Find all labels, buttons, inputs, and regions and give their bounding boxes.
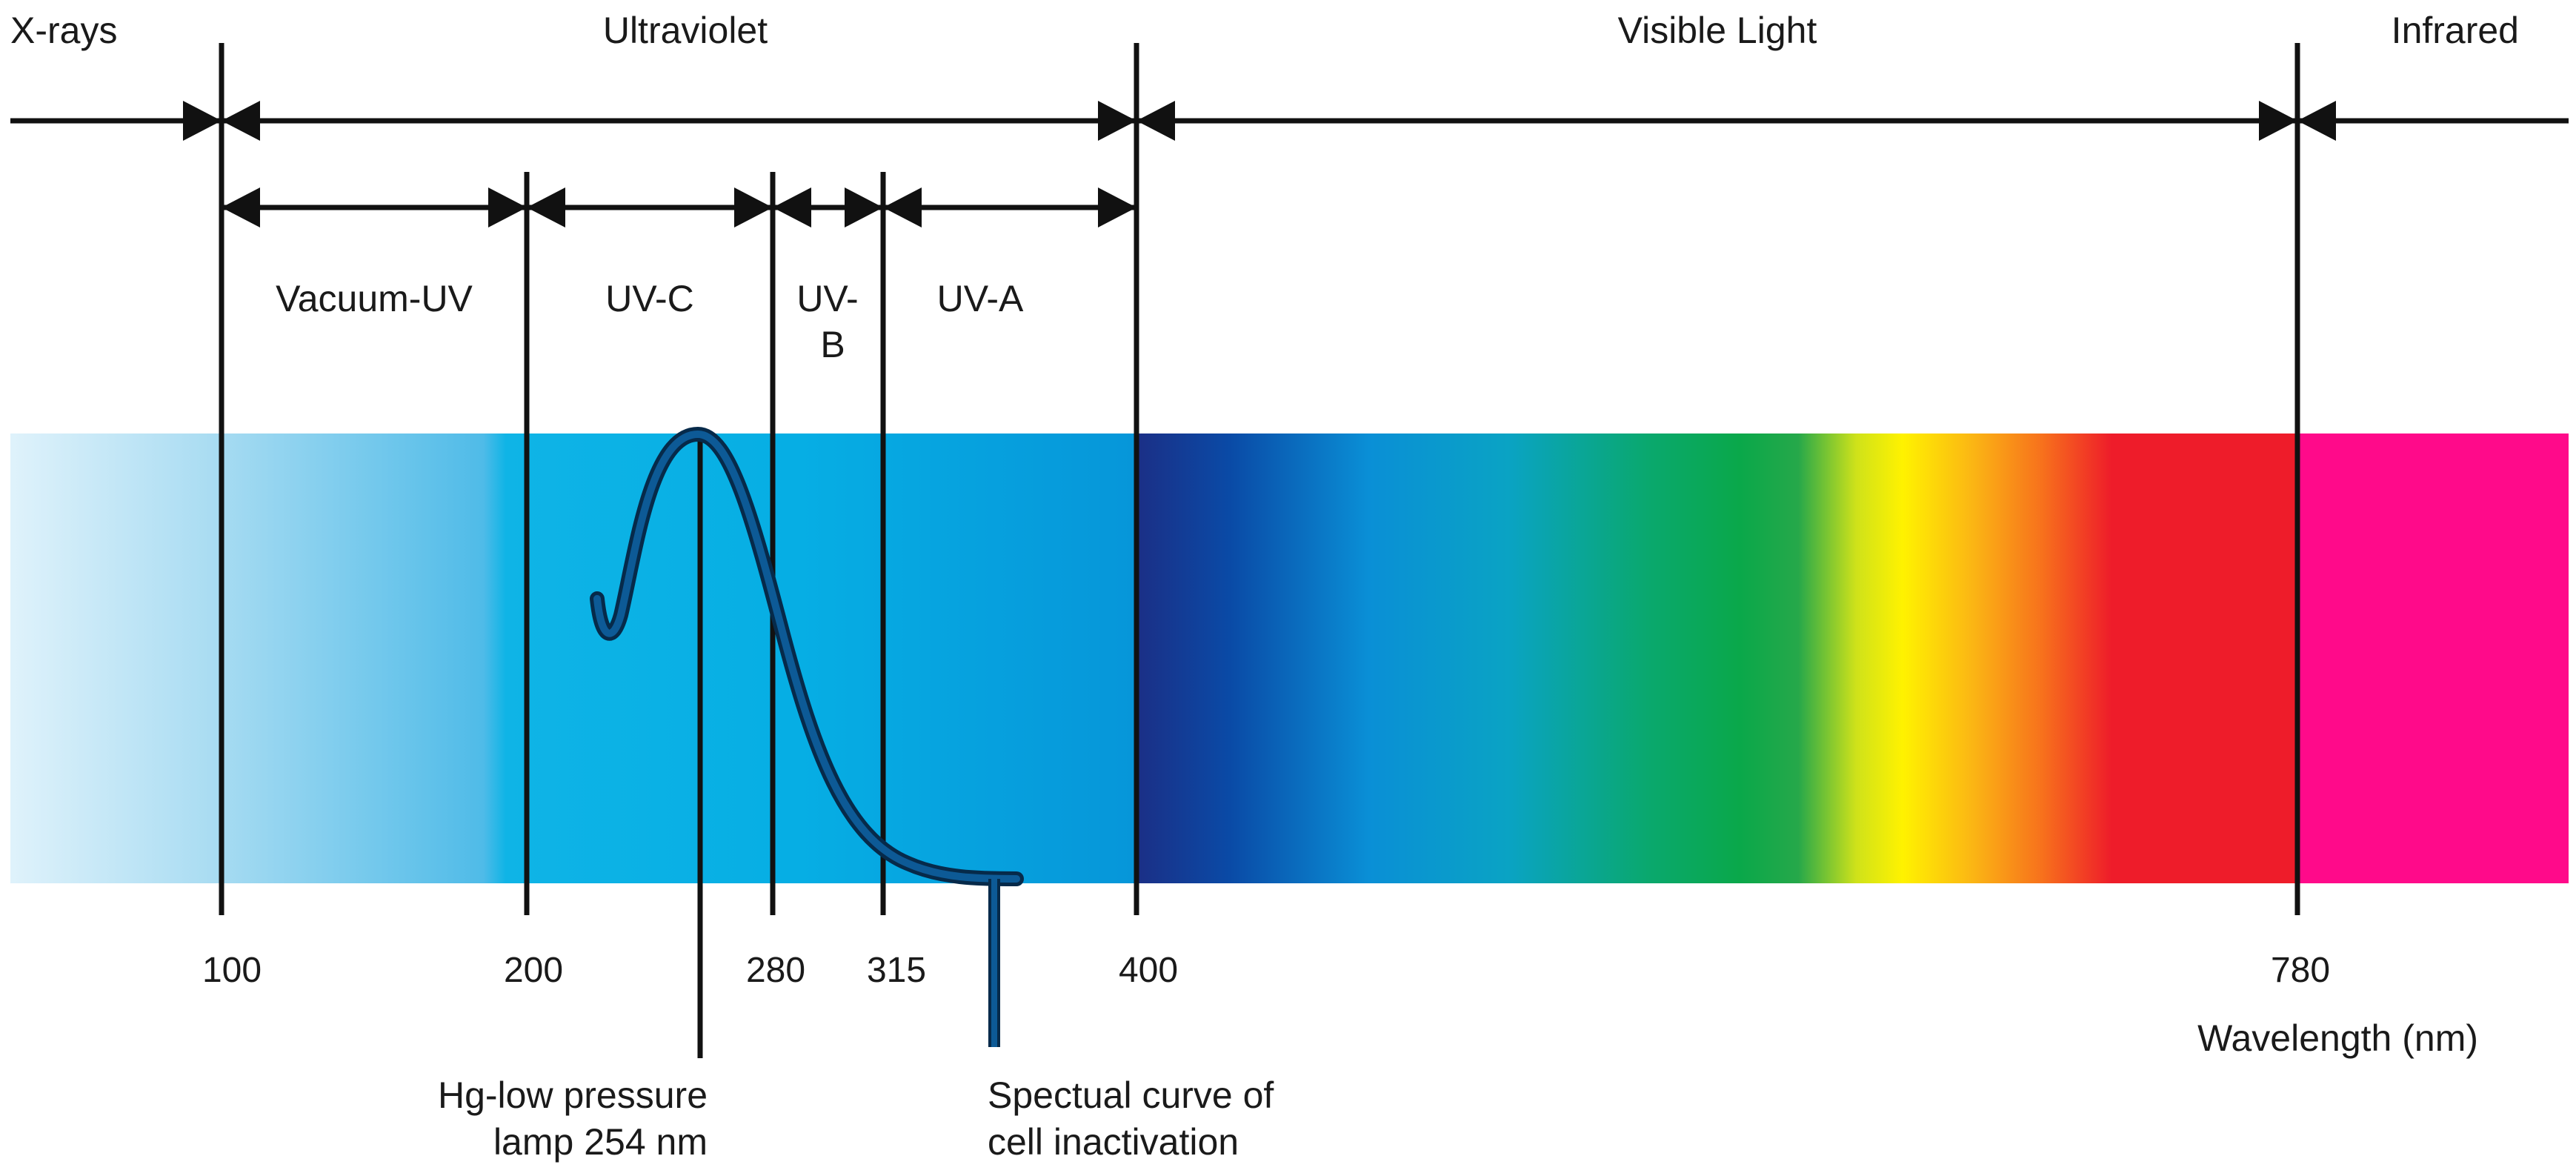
wavelength-tick-780: 780	[2271, 951, 2330, 990]
axis-label-wavelength: Wavelength (nm)	[2197, 1017, 2478, 1059]
wavelength-tick-400: 400	[1119, 951, 1178, 990]
band-label-uv-c: UV-C	[605, 278, 693, 319]
annotation-lamp-line2: lamp 254 nm	[493, 1121, 708, 1163]
spectrum-band-visible	[1136, 433, 2297, 883]
band-label-uv-b-line2: B	[820, 324, 845, 365]
boundary-lines	[219, 43, 2300, 915]
wavelength-tick-280: 280	[746, 951, 805, 990]
spectrum-band-infrared	[2297, 433, 2569, 883]
wavelength-tick-labels: 100 200 280 315 400 780	[202, 951, 2330, 990]
region-label-visible: Visible Light	[1618, 10, 1817, 51]
region-label-ultraviolet: Ultraviolet	[603, 10, 768, 51]
annotation-lamp-line1: Hg-low pressure	[438, 1074, 708, 1116]
region-arrowheads	[183, 101, 2336, 141]
wavelength-tick-100: 100	[202, 951, 262, 990]
annotation-curve-line2: cell inactivation	[988, 1121, 1239, 1163]
wavelength-tick-315: 315	[867, 951, 926, 990]
cell-inactivation-curve	[590, 426, 1024, 1047]
band-label-uv-a: UV-A	[937, 278, 1024, 319]
region-label-xrays: X-rays	[10, 10, 117, 51]
region-label-infrared: Infrared	[2392, 10, 2519, 51]
wavelength-tick-200: 200	[504, 951, 563, 990]
spectrum-band-uv	[10, 433, 1136, 883]
uv-band-arrowheads	[222, 187, 1136, 227]
band-label-uv-b-line1: UV-	[796, 278, 858, 319]
band-label-vacuum-uv: Vacuum-UV	[276, 278, 473, 319]
annotation-curve-line1: Spectual curve of	[988, 1074, 1274, 1116]
